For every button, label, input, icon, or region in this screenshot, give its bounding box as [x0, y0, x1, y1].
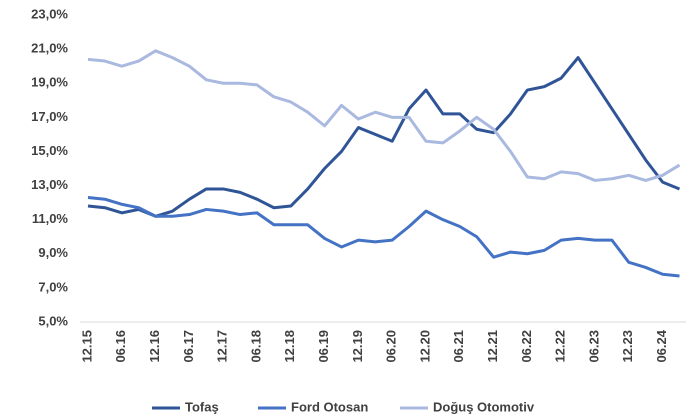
y-tick-label: 15,0%	[31, 143, 68, 158]
y-tick-label: 21,0%	[31, 41, 68, 56]
x-tick-label: 06.21	[451, 330, 466, 363]
x-tick-label: 12.16	[147, 330, 162, 363]
x-tick-label: 12.19	[350, 330, 365, 363]
y-tick-label: 5,0%	[38, 313, 68, 328]
y-tick-label: 19,0%	[31, 75, 68, 90]
x-tick-label: 12.23	[620, 330, 635, 363]
x-tick-label: 06.18	[248, 330, 263, 363]
series-line	[87, 49, 681, 182]
x-tick-label: 06.24	[654, 329, 669, 362]
y-tick-label: 13,0%	[31, 177, 68, 192]
x-tick-label: 12.22	[553, 330, 568, 363]
series-line	[87, 196, 680, 278]
x-tick-label: 12.18	[282, 330, 297, 363]
legend-label: Ford Otosan	[291, 399, 368, 414]
x-tick-label: 06.16	[113, 330, 128, 363]
x-tick-label: 12.21	[485, 330, 500, 363]
x-tick-label: 06.23	[586, 330, 601, 363]
x-tick-label: 06.20	[384, 330, 399, 363]
x-tick-label: 06.22	[519, 330, 534, 363]
series-line	[87, 56, 681, 218]
y-tick-label: 7,0%	[38, 279, 68, 294]
x-tick-label: 12.15	[79, 330, 94, 363]
y-tick-label: 11,0%	[32, 211, 69, 226]
y-tick-label: 23,0%	[31, 6, 68, 21]
x-tick-label: 12.17	[215, 330, 230, 363]
legend-label: Doğuş Otomotiv	[433, 399, 535, 414]
x-tick-label: 06.17	[181, 330, 196, 363]
x-tick-label: 12.20	[417, 330, 432, 363]
y-tick-label: 17,0%	[31, 109, 68, 124]
x-tick-label: 06.19	[316, 330, 331, 363]
legend-label: Tofaş	[185, 399, 219, 414]
y-tick-label: 9,0%	[38, 245, 68, 260]
